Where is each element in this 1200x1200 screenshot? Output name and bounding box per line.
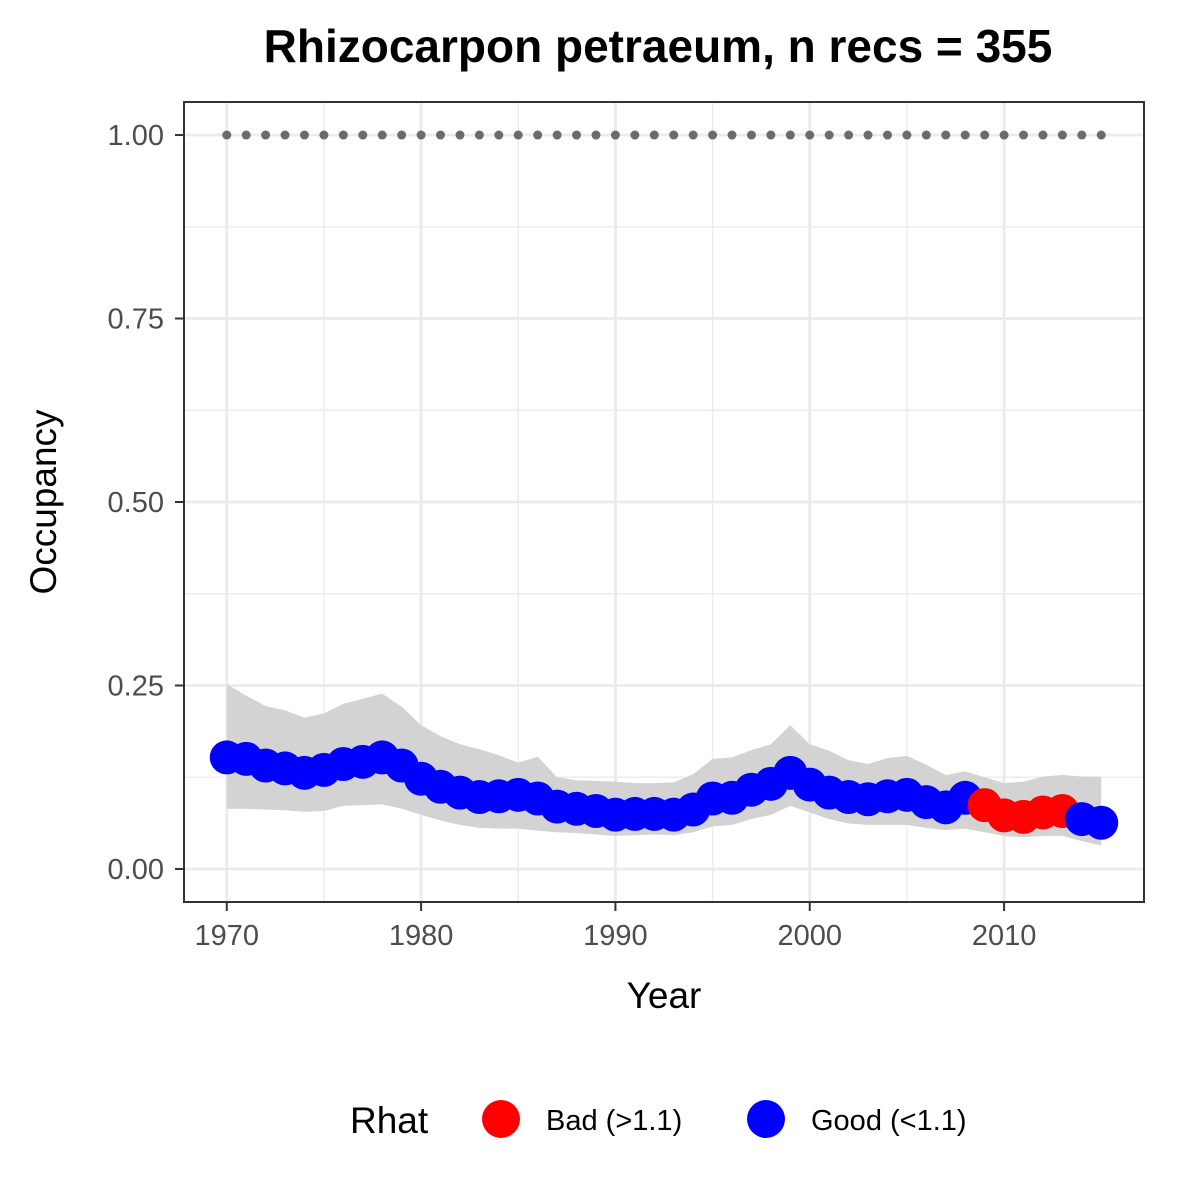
reference-point [494, 130, 504, 140]
reference-point [1077, 130, 1087, 140]
reference-point [844, 130, 854, 140]
reference-point [785, 130, 795, 140]
reference-point [1019, 130, 1029, 140]
reference-point [999, 130, 1009, 140]
y-axis: 0.00 0.25 0.50 0.75 1.00 [108, 120, 184, 886]
legend-label-bad: Bad (>1.1) [546, 1105, 682, 1137]
reference-point [319, 130, 329, 140]
reference-point [241, 130, 251, 140]
reference-point [572, 130, 582, 140]
x-tick-label: 2000 [777, 920, 842, 952]
y-tick-label: 0.25 [108, 670, 164, 702]
reference-point [902, 130, 912, 140]
legend-title: Rhat [350, 1100, 429, 1141]
reference-point [941, 130, 951, 140]
x-tick-label: 1980 [389, 920, 454, 952]
y-tick-label: 0.75 [108, 304, 164, 336]
reference-point [824, 130, 834, 140]
reference-point [222, 130, 232, 140]
reference-point [513, 130, 523, 140]
x-axis: 1970 1980 1990 2000 2010 [194, 902, 1036, 952]
reference-point [280, 130, 290, 140]
reference-point [299, 130, 309, 140]
reference-point [533, 130, 543, 140]
legend-key-bad [482, 1100, 520, 1138]
reference-point [416, 130, 426, 140]
reference-point [882, 130, 892, 140]
reference-point [727, 130, 737, 140]
occupancy-points [209, 740, 1119, 840]
y-tick-label: 0.50 [108, 487, 164, 519]
reference-point [766, 130, 776, 140]
x-tick-label: 2010 [972, 920, 1037, 952]
reference-point [649, 130, 659, 140]
legend: Rhat Bad (>1.1) Good (<1.1) [350, 1100, 967, 1141]
reference-point [630, 130, 640, 140]
y-axis-title: Occupancy [23, 409, 64, 595]
reference-point [1096, 130, 1106, 140]
reference-line-dotted [222, 130, 1106, 140]
x-tick-label: 1970 [194, 920, 259, 952]
reference-point [455, 130, 465, 140]
plot-panel [183, 101, 1145, 903]
reference-point [338, 130, 348, 140]
y-tick-label: 0.00 [108, 854, 164, 886]
reference-point [591, 130, 601, 140]
reference-point [261, 130, 271, 140]
reference-point [436, 130, 446, 140]
reference-point [746, 130, 756, 140]
reference-point [377, 130, 387, 140]
chart-title: Rhizocarpon petraeum, n recs = 355 [264, 20, 1053, 72]
occupancy-point-good [1084, 805, 1119, 840]
reference-point [863, 130, 873, 140]
x-axis-title: Year [627, 975, 702, 1016]
legend-label-good: Good (<1.1) [811, 1105, 967, 1137]
legend-key-good [747, 1100, 785, 1138]
reference-point [960, 130, 970, 140]
reference-point [397, 130, 407, 140]
x-tick-label: 1990 [583, 920, 648, 952]
reference-point [708, 130, 718, 140]
reference-point [610, 130, 620, 140]
reference-point [688, 130, 698, 140]
reference-point [474, 130, 484, 140]
reference-point [552, 130, 562, 140]
reference-point [805, 130, 815, 140]
reference-point [358, 130, 368, 140]
reference-point [669, 130, 679, 140]
reference-point [921, 130, 931, 140]
reference-point [980, 130, 990, 140]
reference-point [1038, 130, 1048, 140]
y-tick-label: 1.00 [108, 120, 164, 152]
reference-point [1057, 130, 1067, 140]
